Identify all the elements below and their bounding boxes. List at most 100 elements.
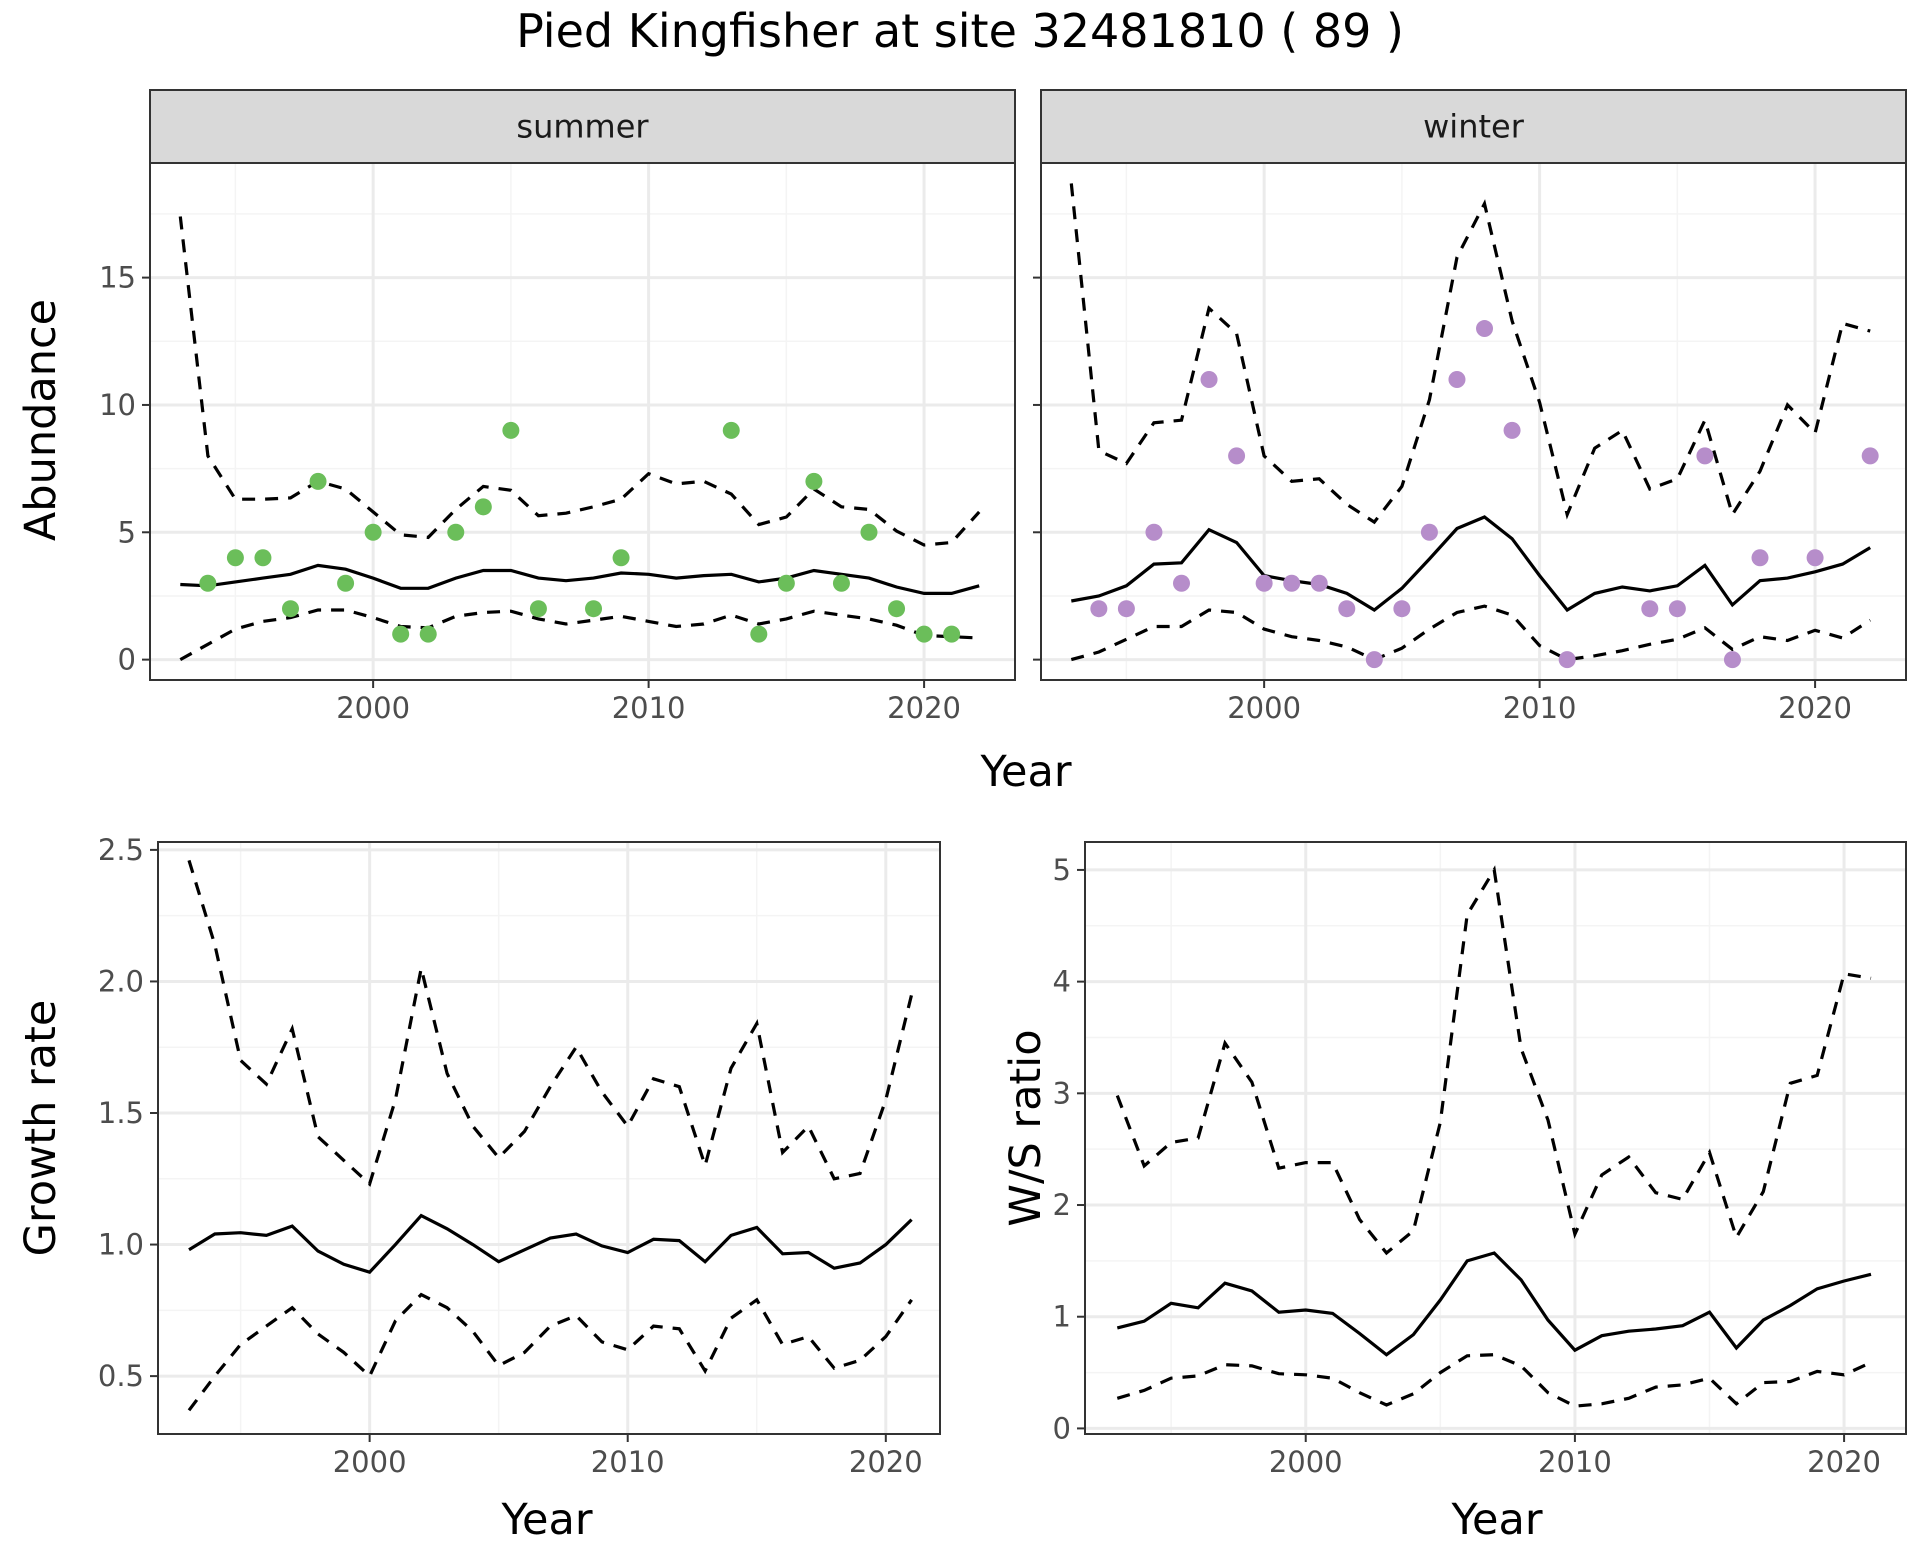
median-line bbox=[188, 1213, 913, 1275]
data-point bbox=[1145, 523, 1163, 541]
y-tick-label: 2 bbox=[1053, 1188, 1071, 1222]
data-point bbox=[750, 625, 768, 643]
data-point bbox=[1338, 600, 1356, 618]
abundance-winter-panel: winter 2000 2010 2020 bbox=[1033, 89, 1907, 725]
y-tick-label: 0 bbox=[1053, 1411, 1071, 1445]
growth-y-axis-title: Growth rate bbox=[16, 1000, 66, 1257]
y-tick-label: 0 bbox=[118, 643, 136, 677]
data-point bbox=[1090, 600, 1108, 618]
data-point bbox=[860, 523, 878, 541]
data-point bbox=[1310, 574, 1328, 592]
data-point bbox=[1476, 320, 1494, 338]
y-tick-label: 0.5 bbox=[98, 1359, 144, 1393]
data-point bbox=[1503, 421, 1521, 439]
ws-ratio-panel: 2000 2010 2020 0 1 2 3 4 5 bbox=[1053, 841, 1907, 1479]
x-tick-label: 2010 bbox=[612, 691, 686, 725]
panel-border bbox=[157, 841, 941, 1435]
data-point bbox=[943, 625, 961, 643]
axis-titles: Year Abundance Year Growth rate Year W/S… bbox=[16, 299, 1543, 1545]
x-tick-label: 2020 bbox=[849, 1445, 923, 1479]
data-point bbox=[1228, 447, 1246, 465]
y-tick-label: 3 bbox=[1053, 1076, 1071, 1110]
x-tick-label: 2000 bbox=[1227, 691, 1301, 725]
y-tick-label: 1.5 bbox=[98, 1096, 144, 1130]
data-point bbox=[1283, 574, 1301, 592]
data-point bbox=[1117, 600, 1135, 618]
panel-background bbox=[1085, 842, 1906, 1434]
median-line bbox=[180, 563, 980, 596]
ci-dashed-line bbox=[1115, 865, 1872, 1256]
data-point bbox=[1723, 651, 1741, 669]
ci-dashed-line bbox=[187, 1292, 913, 1412]
x-tick-label: 2020 bbox=[1778, 691, 1852, 725]
data-point bbox=[1200, 370, 1218, 388]
ci-dashed-line bbox=[187, 859, 914, 1187]
x-tick-label: 2000 bbox=[333, 1445, 407, 1479]
y-tick-label: 5 bbox=[1053, 853, 1071, 887]
growth-rate-panel: 2000 2010 2020 0.5 1.0 1.5 2.0 2.5 bbox=[98, 833, 941, 1479]
y-tick-label: 5 bbox=[118, 515, 136, 549]
panel-background bbox=[158, 842, 940, 1434]
data-point bbox=[805, 472, 823, 490]
chart-title: Pied Kingfisher at site 32481810 ( 89 ) bbox=[516, 4, 1404, 58]
y-tick-label: 2.5 bbox=[98, 833, 144, 867]
ci-dashed-line bbox=[179, 608, 980, 661]
y-tick-label: 2.0 bbox=[98, 964, 144, 998]
data-point bbox=[447, 523, 465, 541]
y-tick-label: 1 bbox=[1053, 1300, 1071, 1334]
x-tick-label: 2000 bbox=[1269, 1445, 1343, 1479]
data-point bbox=[1558, 651, 1576, 669]
x-tick-label: 2020 bbox=[1807, 1445, 1881, 1479]
data-point bbox=[337, 574, 355, 592]
data-point bbox=[502, 421, 520, 439]
data-point bbox=[226, 549, 244, 567]
growth-x-axis-title: Year bbox=[500, 1495, 592, 1545]
data-point bbox=[722, 421, 740, 439]
data-point bbox=[1806, 549, 1824, 567]
data-point bbox=[915, 625, 933, 643]
data-point bbox=[1751, 549, 1769, 567]
top-y-axis-title: Abundance bbox=[16, 299, 66, 541]
ci-dashed-line bbox=[1070, 604, 1872, 662]
panel-background bbox=[1041, 163, 1906, 680]
abundance-summer-panel: summer 2000 2010 2020 0 5 10 15 bbox=[99, 89, 1016, 725]
x-tick-label: 2010 bbox=[1538, 1445, 1612, 1479]
data-point bbox=[1861, 447, 1879, 465]
y-tick-label: 15 bbox=[99, 261, 136, 295]
data-point bbox=[1172, 574, 1190, 592]
panel-background bbox=[150, 163, 1015, 680]
data-point bbox=[529, 600, 547, 618]
data-point bbox=[1365, 651, 1383, 669]
top-x-axis-title: Year bbox=[979, 747, 1071, 797]
data-point bbox=[612, 549, 630, 567]
data-point bbox=[199, 574, 217, 592]
ws-y-axis-title: W/S ratio bbox=[1001, 1029, 1051, 1226]
x-tick-label: 2000 bbox=[336, 691, 410, 725]
data-point bbox=[1448, 370, 1466, 388]
x-tick-label: 2010 bbox=[591, 1445, 665, 1479]
data-point bbox=[309, 472, 327, 490]
data-point bbox=[1641, 600, 1659, 618]
data-point bbox=[281, 600, 299, 618]
facet-strip bbox=[1040, 89, 1907, 164]
facet-strip-label: summer bbox=[516, 108, 649, 146]
data-point bbox=[419, 625, 437, 643]
data-point bbox=[364, 523, 382, 541]
data-point bbox=[777, 574, 795, 592]
ci-dashed-line bbox=[1069, 183, 1871, 525]
data-point bbox=[1420, 523, 1438, 541]
median-line bbox=[1071, 515, 1872, 613]
median-line bbox=[1116, 1251, 1872, 1357]
facet-strip bbox=[149, 89, 1016, 164]
data-point bbox=[832, 574, 850, 592]
x-tick-label: 2010 bbox=[1503, 691, 1577, 725]
data-point bbox=[392, 625, 410, 643]
x-tick-label: 2020 bbox=[887, 691, 961, 725]
data-point bbox=[1668, 600, 1686, 618]
y-tick-label: 4 bbox=[1053, 965, 1071, 999]
data-point bbox=[254, 549, 272, 567]
data-point bbox=[474, 498, 492, 516]
y-tick-label: 10 bbox=[99, 388, 136, 422]
data-point bbox=[1393, 600, 1411, 618]
